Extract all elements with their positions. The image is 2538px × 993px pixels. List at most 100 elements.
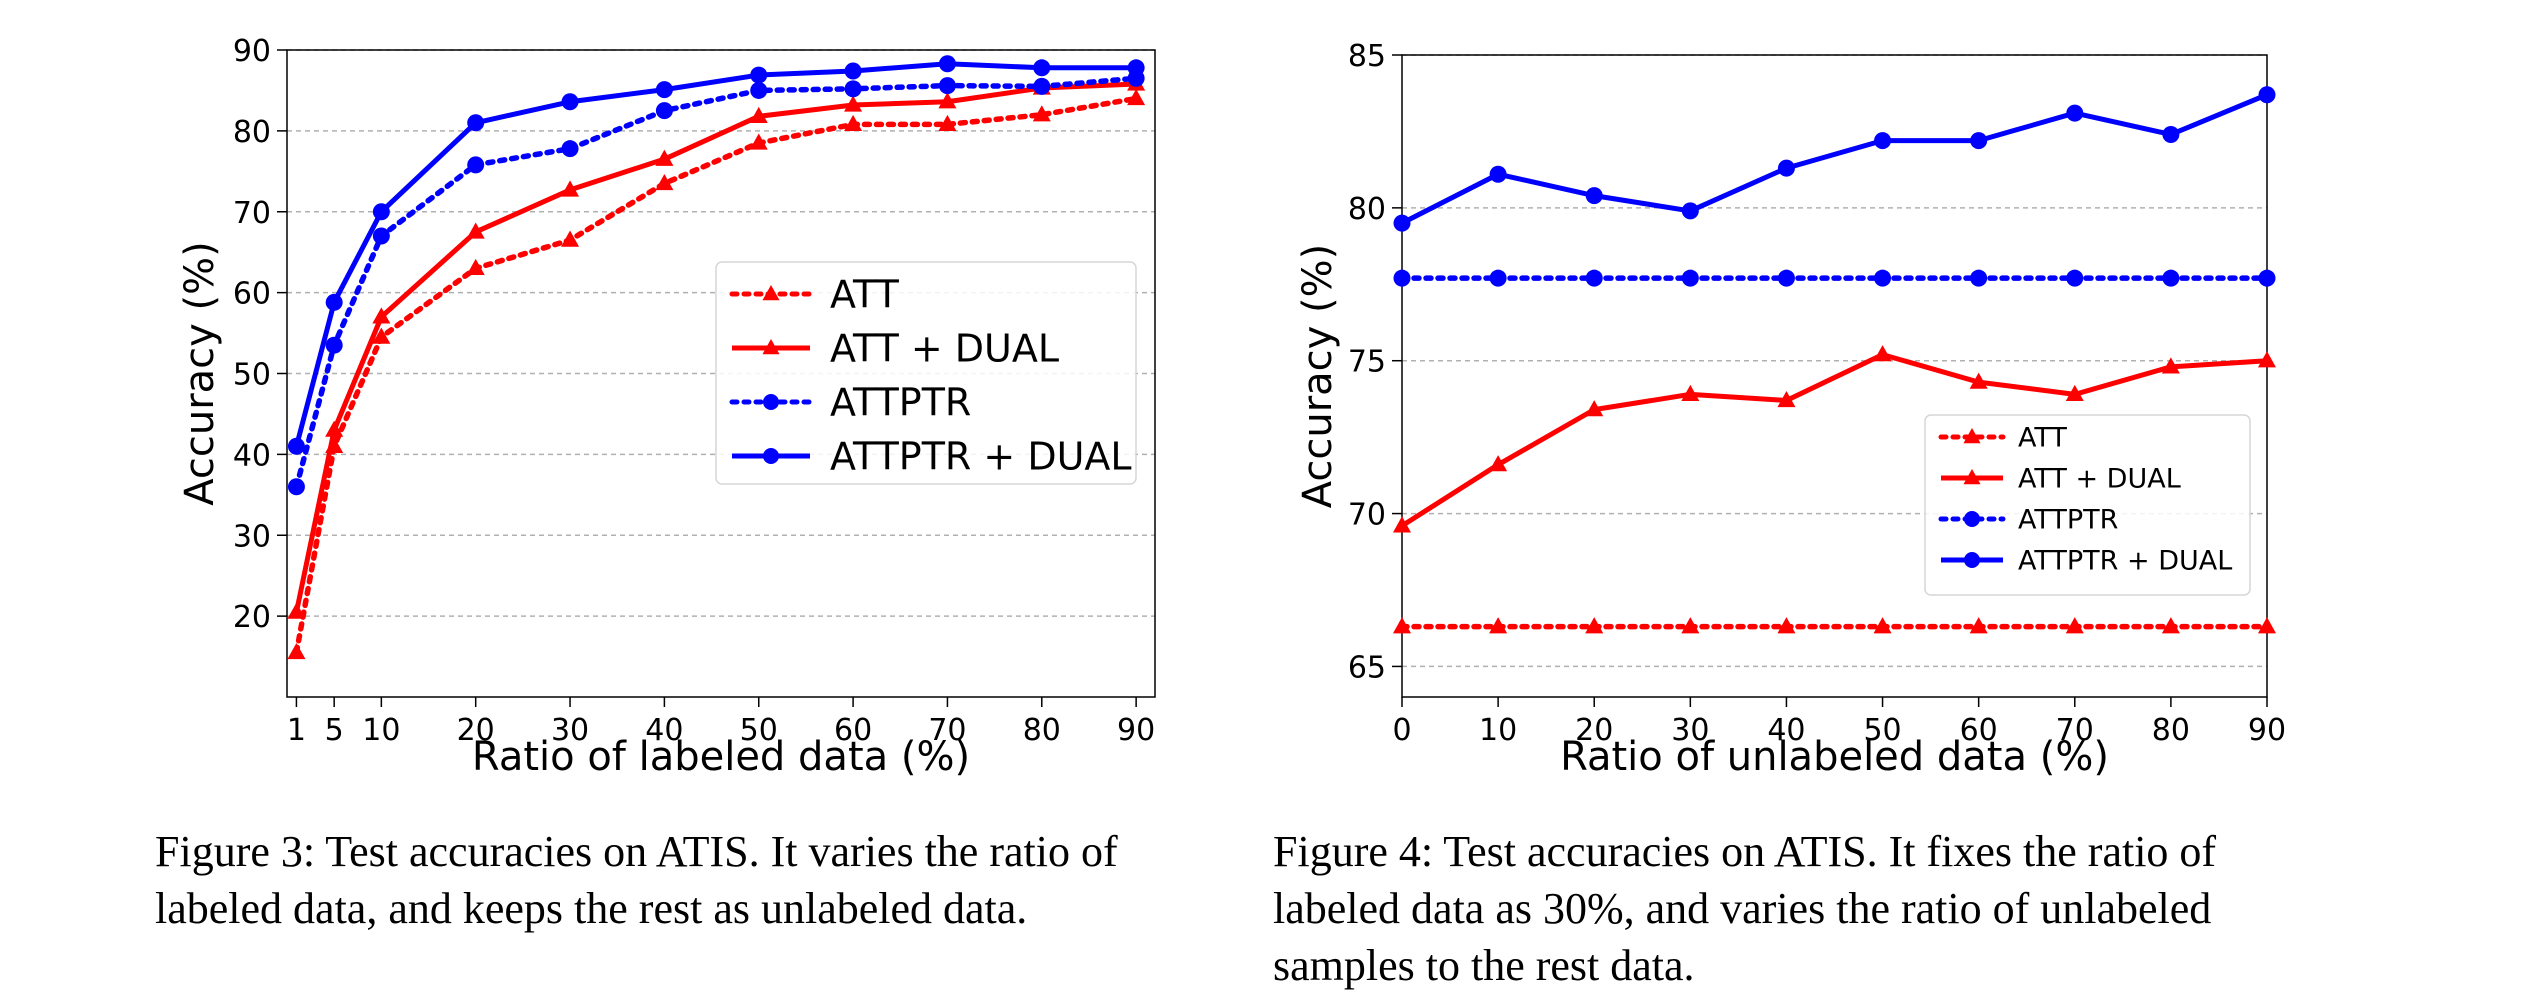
- legend-label-attptr: ATTPTR: [2018, 505, 2118, 536]
- point-attptr-dual-90: [1127, 59, 1145, 77]
- point-attptr-dual-80: [2162, 125, 2180, 143]
- point-att-dual-10: [372, 307, 391, 324]
- point-attptr-dual-0: [1393, 214, 1411, 232]
- legend-marker-att-dual: [1963, 469, 1981, 485]
- point-attptr-80: [2162, 269, 2180, 287]
- caption-figure-4-line-1: Figure 4: Test accuracies on ATIS. It fi…: [1273, 827, 2216, 876]
- x-tick-label-60: 60: [1960, 713, 1998, 748]
- caption-figure-3-line-1: Figure 3: Test accuracies on ATIS. It va…: [155, 827, 1118, 876]
- caption-figure-4-line-2: labeled data as 30%, and varies the rati…: [1273, 884, 2211, 933]
- y-axis-label: Accuracy (%): [1295, 244, 1341, 509]
- point-attptr-5: [325, 336, 343, 354]
- series-att-dual: [287, 74, 1146, 619]
- point-attptr-dual-40: [655, 81, 673, 99]
- point-att-dual-30: [1681, 384, 1700, 401]
- point-att-50: [749, 133, 768, 150]
- point-attptr-70: [2066, 269, 2084, 287]
- point-att-90: [1127, 89, 1146, 106]
- point-attptr-dual-10: [372, 203, 390, 221]
- point-att-dual-50: [749, 106, 768, 123]
- point-attptr-60: [1970, 269, 1988, 287]
- legend-marker-att-dual: [762, 339, 780, 355]
- y-tick-label-60: 60: [233, 277, 271, 312]
- x-tick-label-5: 5: [325, 713, 344, 748]
- x-tick-label-20: 20: [1575, 713, 1613, 748]
- point-attptr-20: [467, 156, 485, 174]
- legend-label-att-dual: ATT + DUAL: [2018, 464, 2181, 495]
- point-att-dual-90: [2257, 351, 2277, 368]
- legend-label-att: ATT: [830, 273, 900, 317]
- point-att-dual-0: [1392, 516, 1412, 533]
- point-att-dual-30: [561, 180, 580, 197]
- series-attptr-dual: [287, 55, 1145, 455]
- point-attptr-10: [372, 227, 390, 245]
- y-tick-label-80: 80: [233, 115, 271, 150]
- point-att-60: [1969, 617, 1988, 634]
- x-tick-label-70: 70: [2056, 713, 2094, 748]
- x-tick-label-30: 30: [551, 713, 589, 748]
- y-tick-label-40: 40: [233, 438, 271, 473]
- series-line-attptr-dual: [1400, 92, 2268, 226]
- chart-figure-3: 20 30 40 50 60 70 80 90 1 5 10 20 30 40 50 60 70 80 90 Rati…: [177, 34, 1156, 780]
- point-att-dual-70: [938, 92, 957, 109]
- y-tick-label-65: 65: [1348, 650, 1386, 685]
- point-attptr-dual-60: [1970, 132, 1988, 150]
- point-att-50: [1873, 617, 1892, 634]
- point-att-80: [2161, 617, 2180, 634]
- point-att-dual-60: [1969, 372, 1988, 389]
- series-att: [1392, 617, 2277, 634]
- x-tick-label-10: 10: [1479, 713, 1517, 748]
- point-attptr-dual-20: [467, 114, 485, 132]
- point-att-80: [1032, 105, 1051, 122]
- legend-marker-attptr-dual: [763, 448, 779, 464]
- chart-figure-4: 65 70 75 80 85 0 10 20 30 40 50 60 70 80 90 Ratio of un…: [1295, 39, 2286, 780]
- point-att-1: [287, 643, 306, 660]
- caption-figure-4-line-3: samples to the rest data.: [1273, 941, 1695, 990]
- point-attptr-90: [2258, 269, 2276, 287]
- point-att-60: [844, 114, 863, 132]
- x-tick-label-30: 30: [1671, 713, 1709, 748]
- y-tick-label-85: 85: [1348, 39, 1386, 74]
- x-tick-label-1: 1: [287, 713, 306, 748]
- point-att-90: [2257, 617, 2277, 634]
- point-attptr-10: [1489, 269, 1507, 287]
- x-axis-label: Ratio of unlabeled data (%): [1560, 734, 2109, 780]
- point-att-dual-5: [325, 420, 344, 437]
- point-attptr-dual-30: [561, 93, 579, 111]
- x-axis-label: Ratio of labeled data (%): [472, 734, 970, 780]
- series-att: [287, 89, 1146, 660]
- point-att-dual-80: [2161, 357, 2180, 374]
- legend: ATT ATT + DUAL ATTPTR ATTPTR + DUAL: [715, 261, 1137, 485]
- series-attptr-dual: [1393, 86, 2276, 232]
- point-att-0: [1392, 617, 1412, 634]
- point-att-dual-1: [287, 602, 306, 619]
- legend-label-att: ATT: [2018, 423, 2067, 454]
- point-att-70: [938, 114, 957, 132]
- point-attptr-dual-70: [2066, 104, 2084, 122]
- point-attptr-dual-40: [1777, 159, 1795, 177]
- x-tick-label-90: 90: [1117, 713, 1155, 748]
- point-attptr-40: [655, 102, 673, 120]
- y-tick-label-75: 75: [1348, 345, 1386, 380]
- point-attptr-30: [1681, 269, 1699, 287]
- x-tick-label-60: 60: [834, 713, 872, 748]
- point-attptr-1: [287, 478, 305, 496]
- x-tick-label-50: 50: [1863, 713, 1901, 748]
- x-tick-label-50: 50: [740, 713, 778, 748]
- series-attptr: [287, 69, 1145, 496]
- point-att-dual-20: [466, 222, 485, 239]
- point-attptr-dual-90: [2258, 86, 2276, 104]
- x-tick-label-40: 40: [1767, 713, 1805, 748]
- point-attptr-dual-70: [938, 55, 956, 73]
- y-tick-label-70: 70: [1348, 498, 1386, 533]
- point-att-70: [2065, 617, 2084, 634]
- x-tick-label-10: 10: [362, 713, 400, 748]
- point-att-10: [372, 327, 391, 344]
- point-att-dual-10: [1489, 455, 1508, 472]
- point-attptr-70: [938, 77, 956, 95]
- legend-marker-att: [1963, 428, 1981, 444]
- y-tick-label-90: 90: [233, 34, 271, 69]
- legend-label-att-dual: ATT + DUAL: [830, 327, 1059, 371]
- point-attptr-0: [1393, 269, 1411, 287]
- legend-label-attptr: ATTPTR: [830, 381, 971, 425]
